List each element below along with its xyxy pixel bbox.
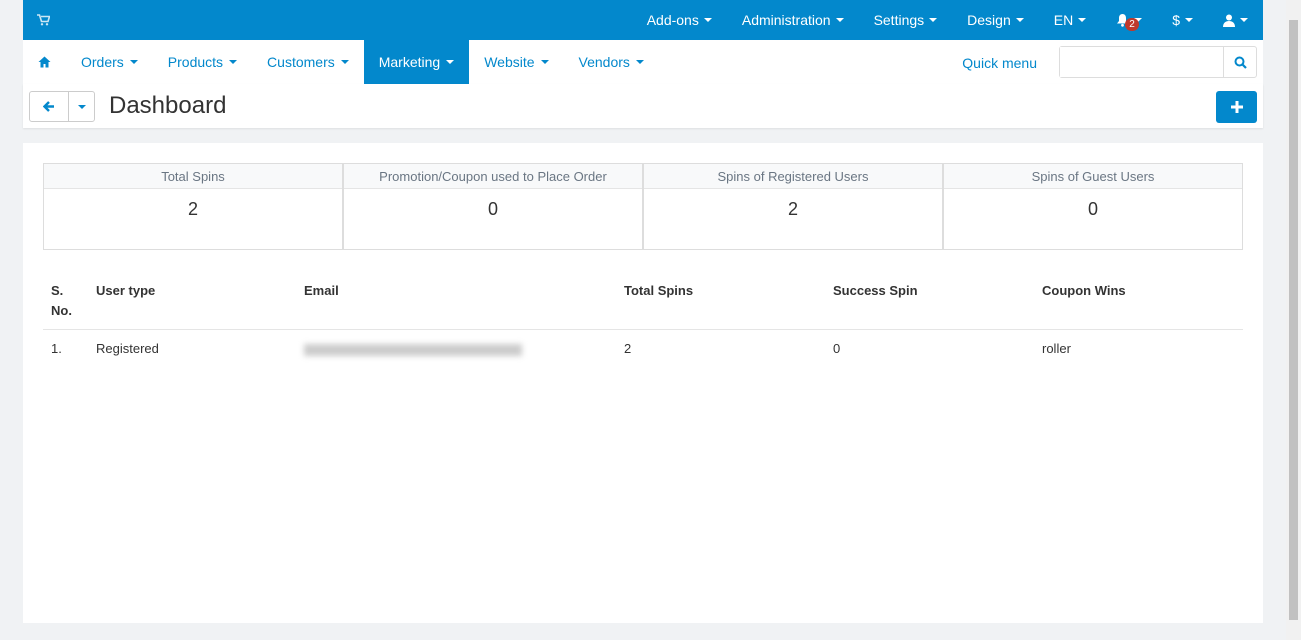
caret-down-icon: [446, 60, 455, 64]
menu-label: EN: [1053, 12, 1074, 28]
stat-total-spins: Total Spins 2: [43, 163, 343, 250]
table-header-row: S. No. User type Email Total Spins Succe…: [43, 273, 1243, 330]
nav-label: Products: [167, 54, 224, 70]
stat-registered-spins: Spins of Registered Users 2: [643, 163, 943, 250]
menu-design[interactable]: Design: [952, 12, 1039, 28]
nav-products[interactable]: Products: [153, 40, 252, 84]
cell-sno: 1.: [51, 341, 62, 356]
menu-label: Add-ons: [646, 12, 699, 28]
table-row: 1. Registered 2 0 roller: [43, 330, 1243, 368]
stat-value: 2: [187, 199, 198, 219]
menu-settings[interactable]: Settings: [859, 12, 953, 28]
cell-coupon-wins: roller: [1042, 341, 1071, 356]
menu-administration[interactable]: Administration: [727, 12, 859, 28]
nav-marketing[interactable]: Marketing: [363, 40, 470, 84]
cell-user-type: Registered: [96, 341, 159, 356]
scrollbar[interactable]: [1286, 0, 1301, 640]
search-input[interactable]: [1060, 47, 1223, 77]
blurred-email: [304, 343, 522, 356]
caret-down-icon: [703, 18, 712, 22]
stat-label: Spins of Guest Users: [944, 164, 1242, 189]
nav-label: Vendors: [578, 54, 630, 70]
stat-label: Promotion/Coupon used to Place Order: [344, 164, 642, 189]
main-nav: Orders Products Customers Marketing Webs…: [23, 40, 1263, 84]
quick-menu-link[interactable]: Quick menu: [962, 55, 1037, 71]
cell-email: [296, 330, 616, 368]
stat-value: 2: [787, 199, 798, 219]
page-title: Dashboard: [109, 92, 227, 119]
column-header: Total Spins: [616, 273, 825, 330]
search-box: [1059, 46, 1257, 78]
caret-down-icon: [929, 18, 938, 22]
stat-coupon-used: Promotion/Coupon used to Place Order 0: [343, 163, 643, 250]
caret-down-icon: [635, 60, 644, 64]
notifications-menu[interactable]: 2: [1101, 13, 1157, 31]
nav-label: Website: [484, 54, 535, 70]
stats-row: Total Spins 2 Promotion/Coupon used to Pl…: [43, 163, 1243, 250]
menu-label: Design: [967, 12, 1011, 28]
column-header: Email: [296, 273, 616, 330]
caret-down-icon: [1078, 18, 1087, 22]
page-header: Dashboard: [23, 84, 1263, 128]
caret-down-icon: [1185, 18, 1193, 22]
menu-language[interactable]: EN: [1039, 12, 1101, 28]
menu-label: Settings: [873, 12, 925, 28]
stat-value: 0: [1087, 199, 1098, 219]
arrow-left-icon[interactable]: [30, 92, 69, 121]
menu-label: $: [1172, 12, 1180, 28]
nav-label: Orders: [81, 54, 124, 70]
top-bar: Add-ons Administration Settings Design E…: [23, 0, 1263, 40]
caret-down-icon: [1015, 18, 1024, 22]
spins-table: S. No. User type Email Total Spins Succe…: [43, 273, 1243, 367]
back-button-group: [29, 91, 95, 122]
caret-down-icon: [1240, 18, 1248, 22]
cart-icon[interactable]: [37, 14, 50, 26]
column-header: Success Spin: [825, 273, 1034, 330]
nav-label: Marketing: [378, 54, 441, 70]
nav-website[interactable]: Website: [469, 40, 563, 84]
caret-down-icon: [229, 60, 238, 64]
stat-label: Spins of Registered Users: [644, 164, 942, 189]
caret-down-icon: [340, 60, 349, 64]
stat-value: 0: [487, 199, 498, 219]
search-icon[interactable]: [1223, 47, 1256, 77]
caret-down-icon[interactable]: [69, 92, 94, 121]
nav-label: Customers: [267, 54, 335, 70]
nav-vendors[interactable]: Vendors: [564, 40, 659, 84]
menu-addons[interactable]: Add-ons: [632, 12, 727, 28]
cell-success-spin: 0: [833, 341, 841, 356]
notification-badge: 2: [1125, 18, 1139, 31]
plus-icon: [1230, 101, 1243, 113]
nav-customers[interactable]: Customers: [252, 40, 364, 84]
caret-down-icon: [1134, 18, 1143, 22]
cell-total-spins: 2: [624, 341, 632, 356]
scrollbar-thumb[interactable]: [1289, 20, 1298, 620]
home-icon[interactable]: [23, 40, 66, 84]
column-header: User type: [88, 273, 296, 330]
caret-down-icon: [129, 60, 138, 64]
menu-label: Administration: [741, 12, 831, 28]
column-header: Coupon Wins: [1034, 273, 1243, 330]
column-header: S. No.: [43, 273, 88, 330]
user-menu[interactable]: [1208, 14, 1263, 27]
stat-label: Total Spins: [44, 164, 342, 189]
caret-down-icon: [540, 60, 549, 64]
add-button[interactable]: [1216, 91, 1257, 123]
user-icon: [1223, 14, 1235, 27]
content-panel: Total Spins 2 Promotion/Coupon used to Pl…: [23, 143, 1263, 623]
stat-guest-spins: Spins of Guest Users 0: [943, 163, 1243, 250]
caret-down-icon: [835, 18, 844, 22]
nav-orders[interactable]: Orders: [66, 40, 153, 84]
menu-currency[interactable]: $: [1157, 12, 1208, 28]
